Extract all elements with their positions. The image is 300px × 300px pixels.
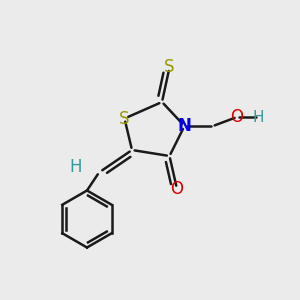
Text: H: H [252,110,264,124]
Text: H: H [69,158,82,175]
Text: S: S [164,58,175,76]
Text: N: N [178,117,191,135]
Text: O: O [170,180,184,198]
Text: O: O [230,108,244,126]
Text: S: S [119,110,130,128]
